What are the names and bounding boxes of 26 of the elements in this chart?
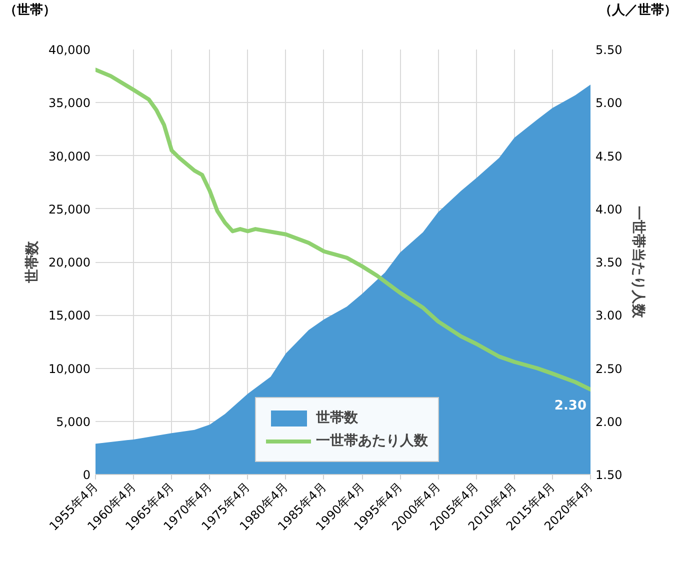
series-label: 世帯数 bbox=[316, 409, 358, 427]
y2-tick-label: 4.00 bbox=[596, 202, 622, 216]
y-tick-label: 40,000 bbox=[48, 43, 91, 57]
y2-tick-label: 3.00 bbox=[596, 308, 622, 323]
y2-tick-label: 5.50 bbox=[596, 43, 622, 57]
y-axis-title: 世帯数 bbox=[24, 240, 41, 284]
y-tick-label: 30,000 bbox=[48, 149, 91, 164]
y2-tick-label: 4.50 bbox=[596, 149, 622, 164]
y-tick-label: 10,000 bbox=[48, 362, 91, 376]
y-tick-label: 5,000 bbox=[56, 414, 91, 429]
text: （人／世帯） bbox=[598, 2, 677, 20]
data-label: 2.30 bbox=[554, 398, 587, 414]
line-series bbox=[96, 68, 590, 392]
y-tick-label: 35,000 bbox=[48, 96, 91, 110]
y-tick-label: 15,000 bbox=[48, 308, 91, 323]
y-tick-label: 0 bbox=[82, 468, 91, 482]
y2-tick-label: 1.50 bbox=[596, 468, 622, 482]
y2-tick-label: 3.50 bbox=[596, 256, 622, 270]
y-tick-label: 20,000 bbox=[48, 256, 91, 270]
text: （世帯） bbox=[4, 2, 57, 20]
y2-tick-label: 2.50 bbox=[596, 362, 622, 376]
y2-tick-label: 5.00 bbox=[596, 96, 622, 110]
y-tick-label: 25,000 bbox=[48, 202, 91, 216]
legend-label: 一世帯あたり人数 bbox=[316, 432, 428, 450]
y2-axis-title: 一世帯当たり人数 bbox=[630, 206, 646, 319]
y2-tick-label: 2.00 bbox=[596, 414, 622, 429]
